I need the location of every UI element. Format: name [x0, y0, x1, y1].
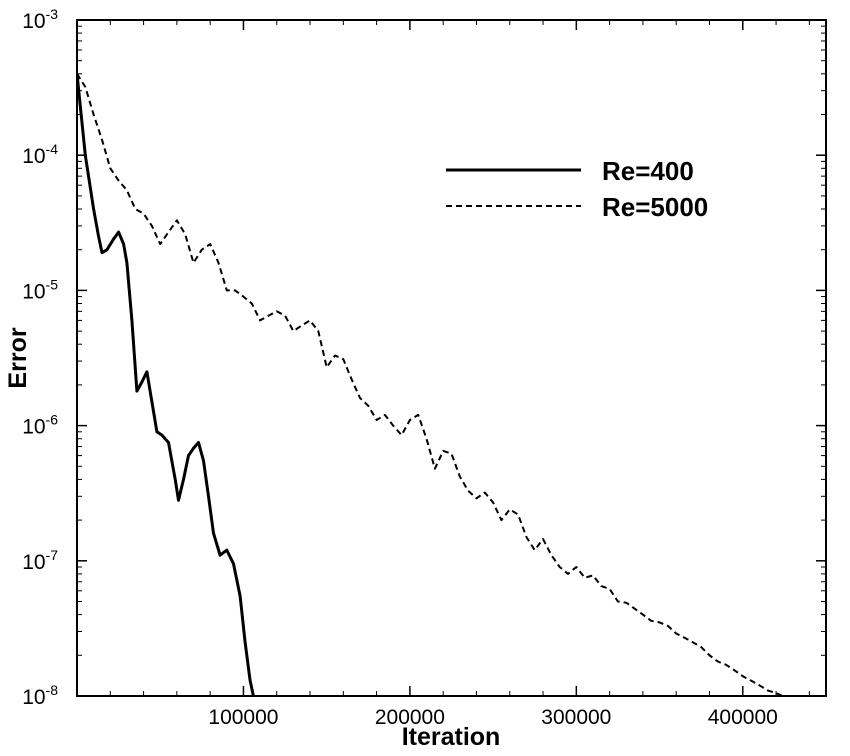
- y-tick-label: 10-8: [22, 682, 58, 709]
- y-tick-base: 10: [22, 686, 45, 709]
- y-tick-label: 10-7: [22, 547, 58, 574]
- series-line-re400: [77, 73, 255, 696]
- legend-label-re400: Re=400: [602, 156, 694, 186]
- axis-ticks: [77, 19, 826, 697]
- x-axis-title: Iteration: [402, 723, 501, 751]
- y-tick-exponent: -7: [46, 547, 59, 563]
- y-tick-base: 10: [22, 10, 45, 33]
- legend: Re=400 Re=5000: [446, 156, 708, 222]
- y-tick-exponent: -4: [46, 141, 59, 157]
- series-lines: [77, 73, 784, 696]
- plot-frame: [76, 19, 827, 697]
- y-tick-base: 10: [22, 280, 45, 303]
- x-tick-label: 200000: [375, 706, 445, 729]
- y-tick-label: 10-5: [22, 276, 58, 303]
- legend-label-re5000: Re=5000: [602, 192, 708, 222]
- y-tick-exponent: -3: [46, 6, 59, 22]
- x-tick-label: 400000: [708, 706, 778, 729]
- y-tick-base: 10: [22, 145, 45, 168]
- y-tick-label: 10-3: [22, 6, 58, 33]
- y-axis-title: Error: [4, 327, 32, 388]
- y-tick-exponent: -6: [46, 412, 59, 428]
- y-tick-labels: 10-810-710-610-510-410-3: [22, 6, 58, 709]
- y-tick-label: 10-4: [22, 141, 58, 168]
- x-tick-label: 300000: [541, 706, 611, 729]
- y-tick-base: 10: [22, 416, 45, 439]
- x-tick-label: 100000: [208, 706, 278, 729]
- y-tick-exponent: -8: [46, 682, 59, 698]
- x-tick-labels: 100000 200000 300000 400000: [208, 706, 777, 729]
- y-tick-base: 10: [22, 551, 45, 574]
- series-line-re5000: [77, 73, 784, 696]
- y-tick-label: 10-6: [22, 412, 58, 439]
- y-tick-exponent: -5: [46, 276, 59, 292]
